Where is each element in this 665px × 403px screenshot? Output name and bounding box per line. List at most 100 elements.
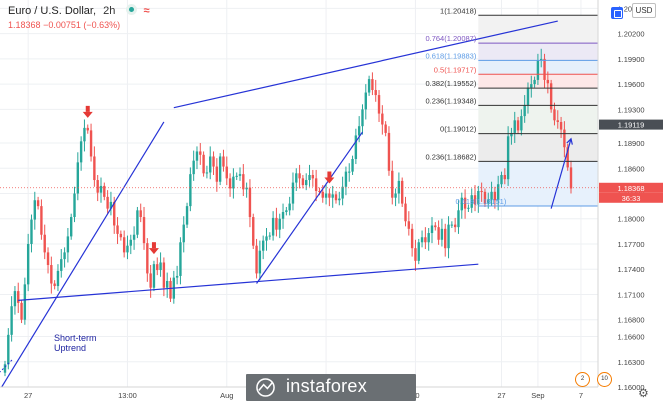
candle-body: [566, 147, 569, 168]
candle: [533, 76, 536, 88]
candle: [506, 126, 510, 186]
candle: [444, 223, 447, 257]
candle: [328, 188, 331, 207]
candle: [447, 216, 450, 259]
candle: [569, 160, 573, 194]
price-tick-label: 1.17700: [617, 240, 644, 249]
candle-body: [391, 170, 394, 198]
candle: [371, 72, 374, 96]
candle: [334, 190, 338, 204]
uptrend-annotation-line1: Short-term: [54, 333, 97, 343]
candle-body: [159, 262, 162, 271]
candle: [440, 218, 444, 247]
candle-body: [252, 217, 255, 246]
candle: [17, 282, 20, 313]
candle: [463, 189, 467, 219]
candle: [351, 155, 354, 175]
candle: [553, 102, 556, 126]
candle: [387, 126, 391, 176]
currency-button[interactable]: USD: [632, 3, 656, 18]
candle: [103, 182, 106, 201]
candle-body: [169, 280, 172, 299]
candle-body: [387, 132, 391, 171]
quote-line: 1.18368 −0.00751 (−0.63%): [8, 20, 120, 30]
candle-body: [122, 237, 126, 253]
candle-body: [480, 190, 483, 192]
candle-body: [483, 191, 487, 204]
candle: [278, 213, 281, 239]
candle: [26, 233, 30, 292]
candle: [122, 230, 126, 258]
candle: [235, 172, 238, 181]
fib-level-label: 0.618(1.18151): [455, 197, 506, 206]
event-badge-2[interactable]: 10: [597, 372, 612, 387]
candle-body: [506, 136, 510, 180]
price-tag: [599, 192, 663, 203]
candle-body: [324, 193, 328, 198]
candle: [212, 151, 215, 175]
candle-body: [192, 160, 195, 175]
price-tag: [599, 119, 663, 130]
trend-line: [18, 263, 479, 301]
fib-level-label: 0.382(1.19552): [425, 79, 476, 88]
candle: [182, 216, 185, 253]
candle: [285, 206, 288, 216]
candle-body: [513, 120, 516, 133]
candle: [520, 109, 523, 136]
candle: [311, 169, 315, 187]
price-tag: [599, 182, 663, 193]
event-badge-1[interactable]: 2: [575, 372, 590, 387]
candle: [420, 230, 424, 248]
trend-line: [173, 20, 558, 109]
candle: [132, 226, 136, 250]
fib-level-label: 0.764(1.20087): [425, 34, 476, 43]
fullscreen-icon[interactable]: [611, 7, 623, 19]
time-tick-label: 27: [24, 391, 32, 400]
candle: [324, 183, 328, 205]
candle-body: [152, 264, 156, 288]
candle-body: [13, 291, 17, 307]
candle: [10, 296, 13, 342]
trend-line: [256, 131, 363, 284]
candle: [169, 277, 172, 303]
projection-arrow-line: [550, 138, 572, 209]
candle: [361, 104, 364, 135]
candle: [460, 192, 463, 219]
candle-body: [384, 124, 387, 133]
candle-body: [308, 174, 311, 181]
settings-icon[interactable]: ⚙: [638, 386, 649, 400]
candle: [496, 175, 500, 211]
price-tick-label: 1.17100: [617, 290, 644, 299]
candle-body: [79, 141, 83, 163]
candle-body: [367, 79, 371, 93]
candle-body: [156, 264, 159, 271]
candle: [275, 207, 278, 237]
candle-body: [295, 173, 298, 183]
candle-body: [255, 245, 258, 274]
candle-body: [321, 191, 324, 198]
candle-body: [420, 237, 424, 243]
candle: [86, 124, 89, 134]
candle: [242, 164, 245, 197]
candle: [546, 71, 550, 94]
uptrend-annotation: Short-term Uptrend: [54, 333, 97, 353]
price-tick-label: 1.20200: [617, 30, 644, 39]
symbol-title[interactable]: Euro / U.S. Dollar: [8, 5, 93, 17]
candle: [500, 171, 503, 188]
candle: [427, 227, 430, 251]
event-badges[interactable]: 2 10: [575, 372, 619, 387]
candle-body: [427, 233, 430, 243]
candle-body: [7, 334, 10, 365]
candle: [136, 206, 139, 239]
candle: [407, 211, 411, 236]
candle: [540, 48, 543, 68]
timeframe-label[interactable]: 2h: [103, 5, 116, 17]
watermark: instaforex: [246, 374, 416, 401]
candle-body: [258, 250, 262, 274]
candle-body: [357, 126, 361, 136]
candle-body: [417, 242, 420, 261]
candle-body: [248, 187, 252, 218]
price-tick-label: 1.16000: [617, 383, 644, 392]
